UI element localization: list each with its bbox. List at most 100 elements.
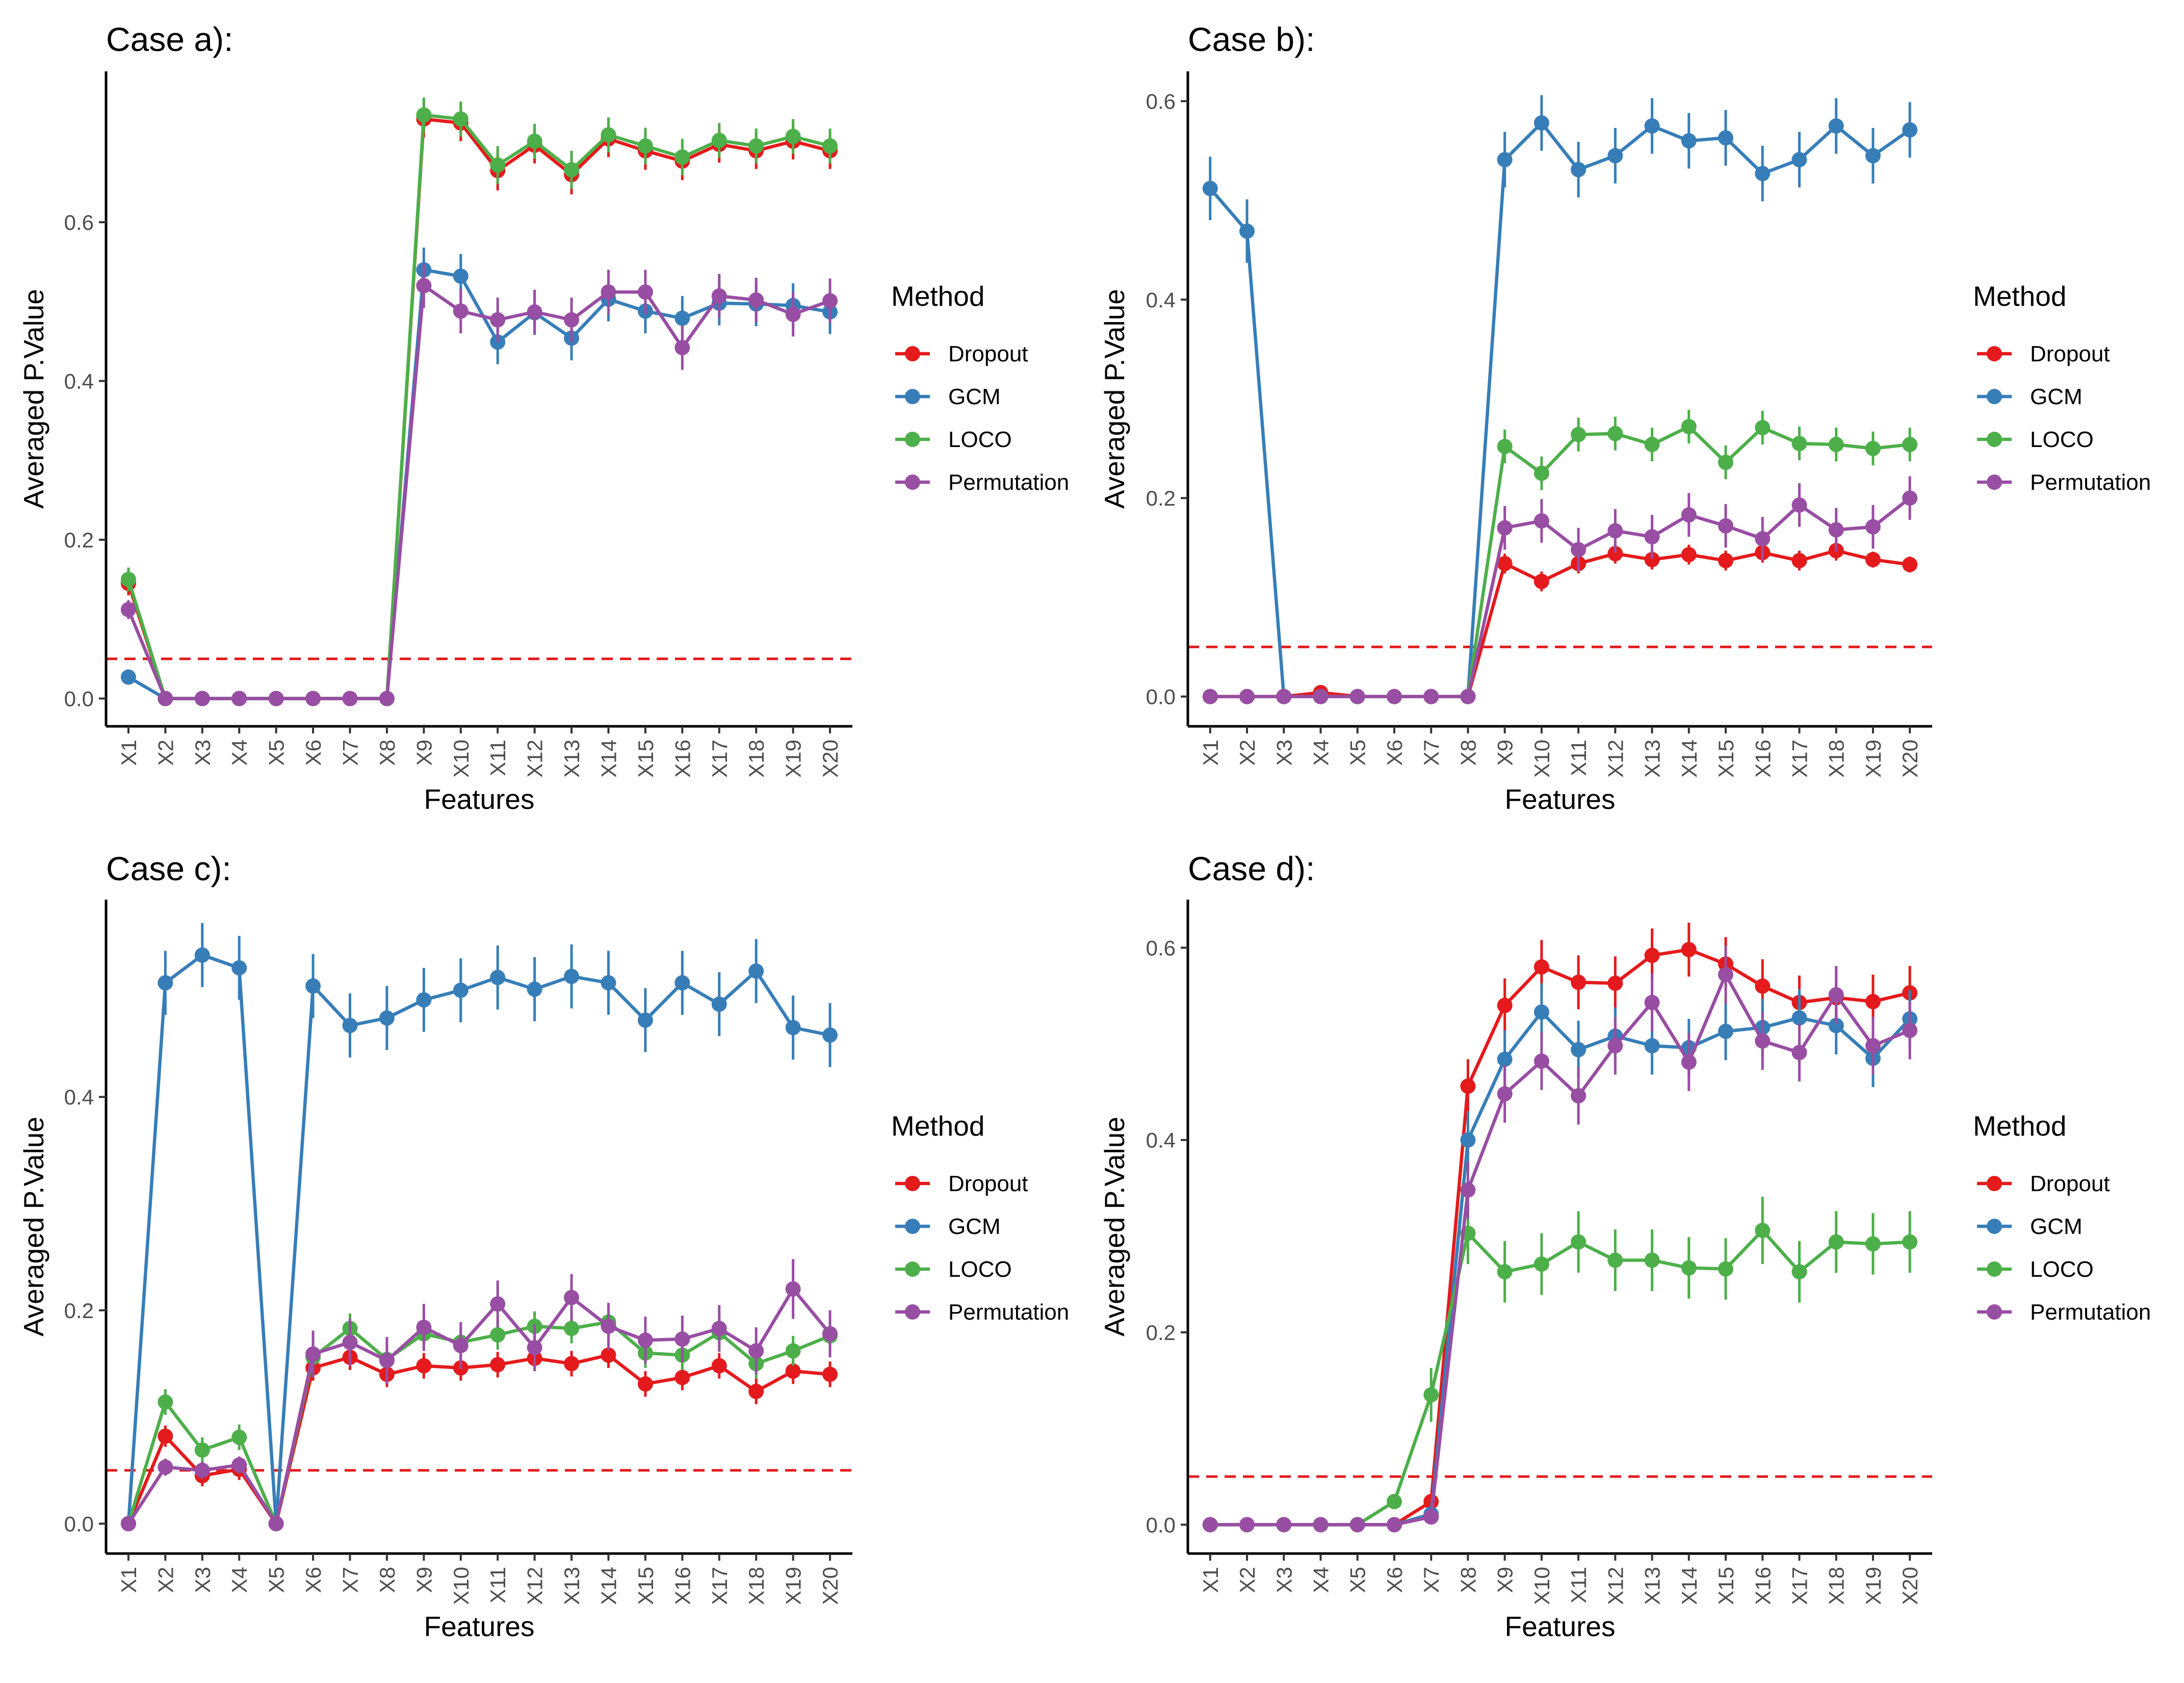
data-point <box>711 1358 727 1374</box>
data-point <box>1865 1236 1881 1252</box>
series-line-loco <box>126 113 830 700</box>
data-point <box>1681 133 1697 149</box>
data-point <box>1865 440 1881 456</box>
data-point <box>1386 1494 1402 1510</box>
x-tick-label: X14 <box>1677 740 1701 778</box>
x-tick-label: X7 <box>338 1567 362 1593</box>
data-point <box>305 1346 321 1362</box>
series-dropout <box>1202 923 1918 1533</box>
data-point <box>1607 1038 1623 1054</box>
data-point <box>379 1353 395 1369</box>
legend-label: GCM <box>948 1214 1001 1239</box>
legend-key-point <box>1987 346 2002 361</box>
legend-key-point <box>905 389 920 404</box>
legend-label: Dropout <box>2030 1171 2110 1196</box>
data-point <box>231 691 247 706</box>
data-point <box>1791 1010 1807 1026</box>
x-tick-label: X15 <box>1714 1567 1738 1605</box>
data-point <box>785 1281 801 1297</box>
data-point <box>1276 1517 1292 1533</box>
x-tick-label: X5 <box>265 1567 289 1593</box>
data-point <box>1497 997 1513 1013</box>
x-tick-label: X4 <box>227 740 251 766</box>
data-point <box>453 268 469 284</box>
series-permutation <box>1202 476 1918 704</box>
data-point <box>564 1356 580 1372</box>
data-point <box>1791 1044 1807 1060</box>
data-point <box>1533 1053 1549 1069</box>
legend-key-point <box>1987 432 2002 447</box>
data-point <box>822 1326 838 1342</box>
data-point <box>637 138 653 154</box>
data-point <box>1865 993 1881 1009</box>
legend: Method Dropout GCM LOCO Permutation <box>891 1110 1069 1325</box>
data-point <box>601 975 616 991</box>
data-point <box>1865 1038 1881 1054</box>
data-point <box>416 107 432 123</box>
x-tick-label: X12 <box>523 1567 547 1605</box>
x-tick-label: X7 <box>1419 740 1443 766</box>
legend-key-point <box>905 1176 920 1191</box>
panel-title: Case c): <box>106 850 231 887</box>
legend-label: LOCO <box>948 427 1012 452</box>
data-point <box>1865 551 1881 567</box>
x-tick-label: X1 <box>117 740 141 766</box>
data-point <box>1497 520 1513 536</box>
data-point <box>637 1012 653 1028</box>
x-tick-label: X3 <box>191 1567 215 1593</box>
x-tick-label: X1 <box>117 1567 141 1593</box>
x-tick-label: X9 <box>412 740 436 766</box>
chart-panel-a: Case a): 0.0 0.2 0.4 0.6 X1 X2 X3 X4 X5 X6 X7 X8 X9 X1… <box>18 20 1069 815</box>
data-point <box>1239 1517 1255 1533</box>
data-point <box>1607 148 1623 164</box>
data-point <box>1755 1033 1771 1049</box>
y-axis-title: Averaged P.Value <box>1099 289 1130 509</box>
data-point <box>1644 1038 1660 1054</box>
legend-key-point <box>905 475 920 490</box>
x-tick-label: X6 <box>1383 1567 1407 1593</box>
x-tick-label: X10 <box>449 1567 473 1605</box>
data-point <box>1828 522 1844 538</box>
data-point <box>1718 1261 1734 1277</box>
data-point <box>453 303 469 319</box>
y-tick-label: 0.6 <box>1146 89 1176 113</box>
data-point <box>490 312 506 328</box>
data-point <box>1681 942 1697 958</box>
legend-label: Dropout <box>948 341 1028 366</box>
data-point <box>231 1457 247 1473</box>
x-tick-label: X19 <box>1861 740 1885 778</box>
data-point <box>748 138 764 154</box>
legend-label: Dropout <box>948 1171 1028 1196</box>
x-tick-label: X6 <box>301 740 325 766</box>
x-tick-label: X20 <box>1898 1567 1922 1605</box>
legend-key-point <box>1987 1176 2002 1191</box>
data-point <box>1902 1022 1918 1038</box>
x-tick-label: X16 <box>670 740 694 778</box>
data-point <box>1755 978 1771 994</box>
x-tick-label: X16 <box>1751 740 1775 778</box>
data-point <box>564 1290 580 1305</box>
series-permutation <box>1202 945 1918 1533</box>
data-point <box>637 284 653 300</box>
data-point <box>1607 546 1623 562</box>
x-tick-label: X7 <box>338 740 362 766</box>
data-point <box>1755 419 1771 435</box>
data-point <box>120 602 136 618</box>
data-point <box>158 975 173 991</box>
data-point <box>1755 166 1771 181</box>
data-point <box>416 1358 432 1374</box>
data-point <box>822 1027 838 1043</box>
series-loco <box>120 1307 838 1532</box>
x-tick-label: X17 <box>1788 740 1812 778</box>
y-tick-label: 0.2 <box>1146 1321 1176 1345</box>
legend-key-point <box>1987 1261 2002 1277</box>
data-point <box>1828 118 1844 134</box>
x-tick-label: X16 <box>670 1567 694 1605</box>
data-point <box>490 1357 506 1373</box>
y-tick-label: 0.6 <box>64 211 94 234</box>
data-point <box>305 978 321 994</box>
x-tick-label: X5 <box>1346 740 1370 766</box>
x-tick-label: X12 <box>1603 740 1627 778</box>
series-line-dropout <box>1210 948 1910 1527</box>
data-point <box>1644 437 1660 453</box>
